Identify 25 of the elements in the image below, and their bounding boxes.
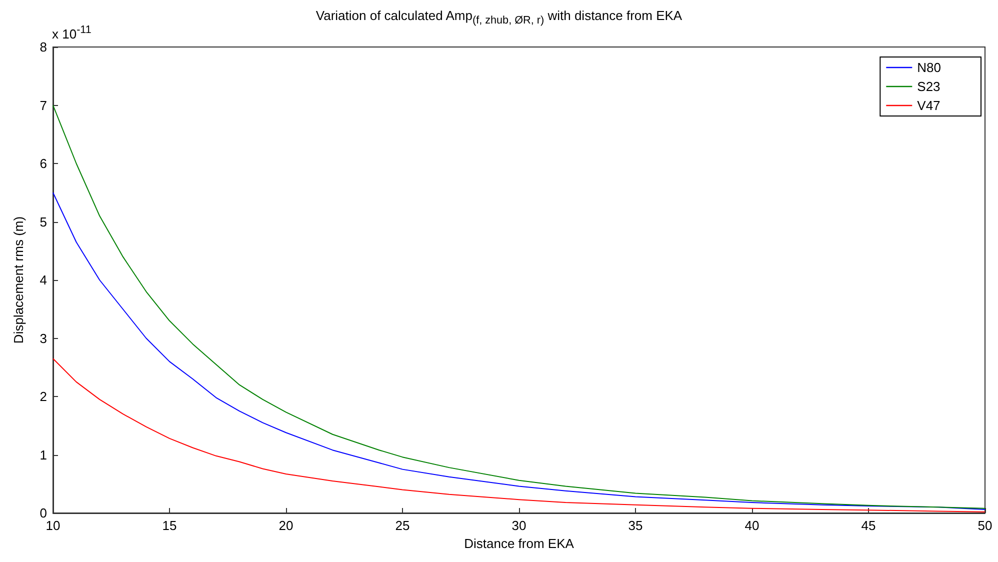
y-tick-label: 1 — [40, 447, 47, 462]
text: x 10$^{-11}$ — [52, 24, 92, 42]
y-axis-title: Displacement rms (m) — [11, 216, 26, 344]
line-series — [52, 192, 986, 510]
legend-label: V47 — [917, 98, 940, 113]
y-tick-label: 2 — [40, 389, 47, 404]
x-axis-title: Distance from EKA — [464, 536, 574, 551]
y-tick-label: 3 — [40, 330, 47, 346]
x-tick-label: 25 — [395, 518, 410, 533]
x-tick-label: 20 — [278, 518, 294, 533]
x-tick-label: 35 — [628, 518, 643, 533]
x-tick-label: 50 — [978, 518, 992, 533]
x-tick-label: 45 — [861, 518, 876, 533]
x-tick-label: 15 — [162, 518, 177, 533]
y-tick-label: 8 — [40, 40, 47, 54]
x-tick-label: 10 — [46, 518, 60, 533]
y-tick-label: 5 — [40, 214, 47, 230]
x-tick-label: 40 — [744, 518, 760, 533]
y-tick-label: 6 — [40, 156, 47, 171]
legend-label: S23 — [917, 79, 940, 94]
y-tick-label: 0 — [40, 506, 47, 520]
y-tick-label: 4 — [40, 272, 47, 288]
x-tick-label: 30 — [512, 518, 526, 533]
y-tick-label: 7 — [40, 98, 47, 113]
legend-label: N80 — [917, 60, 942, 75]
